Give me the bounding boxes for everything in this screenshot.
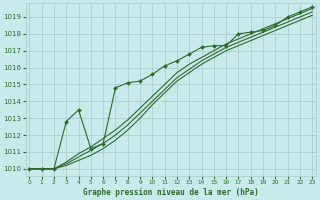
X-axis label: Graphe pression niveau de la mer (hPa): Graphe pression niveau de la mer (hPa) bbox=[83, 188, 259, 197]
